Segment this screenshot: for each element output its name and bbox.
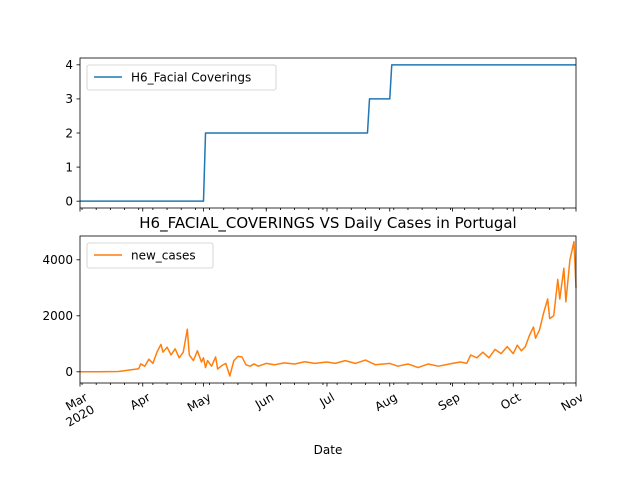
ax1-ytick-label: 2 [65, 126, 73, 140]
ax2-series-line-0 [80, 240, 577, 377]
ax1-yaxis: 0 1 2 3 4 [65, 58, 80, 208]
ax2-title: H6_FACIAL_COVERINGS VS Daily Cases in Po… [139, 214, 516, 233]
ax2-ytick-label: 0 [65, 365, 73, 379]
facial-coverings-subplot: 0 1 2 3 4 H6_Facial Coverings [65, 57, 577, 212]
ax2-xtick-label-group: Jul [316, 390, 336, 410]
ax1-series-layer [80, 64, 576, 202]
ax2-ytick-label: 2000 [42, 309, 73, 323]
ax1-legend: H6_Facial Coverings [86, 64, 277, 91]
ax2-ytick-label: 4000 [42, 253, 73, 267]
ax1-legend-frame [86, 64, 277, 91]
ax1-legend-label: H6_Facial Coverings [131, 71, 251, 85]
ax1-ytick-label: 0 [65, 194, 73, 208]
ax1-ytick-label: 1 [65, 160, 73, 174]
ax2-xlabel: Date [314, 443, 343, 457]
ax1-ytick-label: 3 [65, 92, 73, 106]
ax2-legend: new_cases [86, 242, 214, 269]
ax1-xaxis [79, 208, 577, 212]
ax2-legend-frame [86, 242, 214, 269]
ax2-series-layer [80, 240, 577, 377]
ax2-frame [79, 235, 577, 384]
ax1-series-line-0 [80, 64, 576, 202]
ax2-xtick-label: Jul [316, 390, 336, 410]
ax2-legend-label: new_cases [131, 249, 196, 263]
ax2-yaxis: 0 2000 4000 [42, 253, 80, 379]
daily-cases-subplot: H6_FACIAL_COVERINGS VS Daily Cases in Po… [42, 214, 585, 457]
ax1-ytick-label: 4 [65, 58, 73, 72]
